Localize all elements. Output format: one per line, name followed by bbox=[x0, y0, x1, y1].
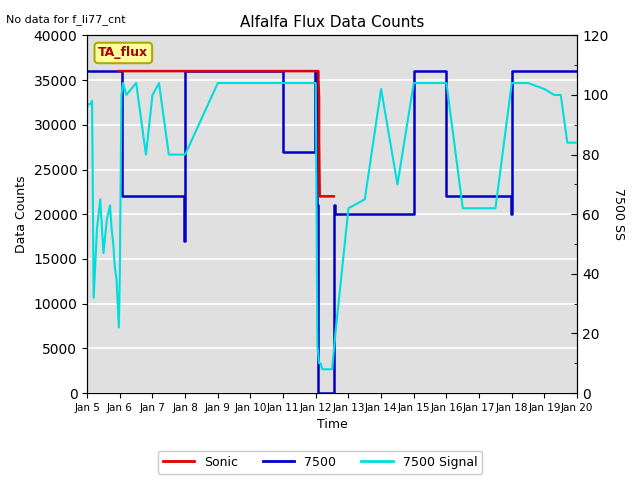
X-axis label: Time: Time bbox=[317, 419, 348, 432]
Text: TA_flux: TA_flux bbox=[99, 47, 148, 60]
Y-axis label: Data Counts: Data Counts bbox=[15, 176, 28, 253]
Y-axis label: 7500 SS: 7500 SS bbox=[612, 188, 625, 240]
Legend: Sonic, 7500, 7500 Signal: Sonic, 7500, 7500 Signal bbox=[158, 451, 482, 474]
Title: Alfalfa Flux Data Counts: Alfalfa Flux Data Counts bbox=[240, 15, 424, 30]
Text: No data for f_li77_cnt: No data for f_li77_cnt bbox=[6, 14, 126, 25]
